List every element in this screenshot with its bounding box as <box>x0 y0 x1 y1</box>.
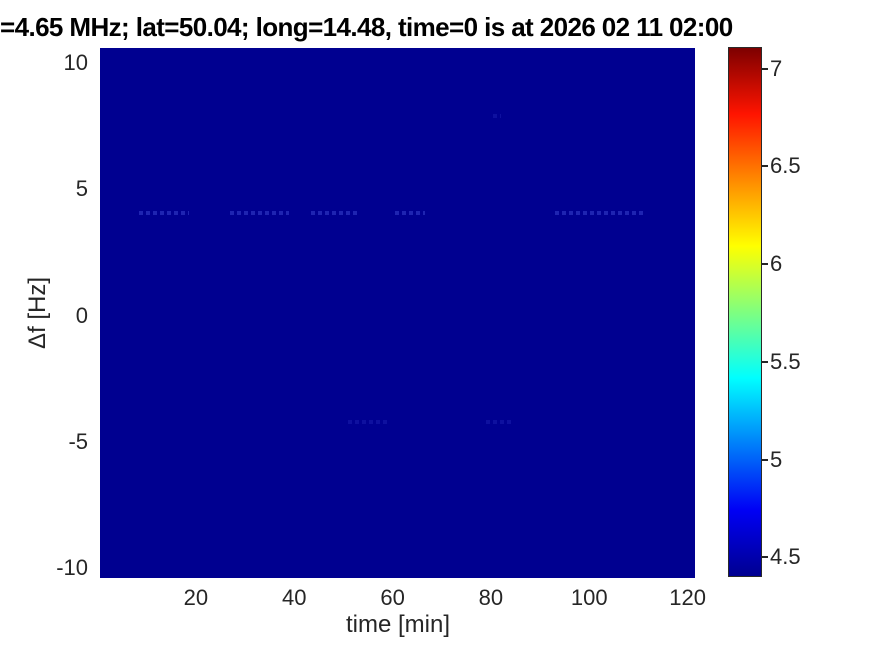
heatmap-feature-streak <box>493 114 501 119</box>
x-tick-label: 100 <box>570 585 608 610</box>
x-tick-label: 80 <box>478 585 504 610</box>
heatmap-feature-streak <box>554 211 646 216</box>
x-tick-label: 60 <box>380 585 405 610</box>
heatmap-feature-streak <box>486 419 511 424</box>
colorbar-gradient <box>728 47 762 577</box>
heatmap-plot-area <box>100 48 695 578</box>
colorbar-tickmark <box>762 360 768 363</box>
heatmap-feature-streak <box>348 419 388 424</box>
x-axis-label: time [min] <box>345 611 451 638</box>
colorbar-tick-label: 4.5 <box>770 544 801 570</box>
colorbar-tick-label: 5.5 <box>770 348 801 374</box>
plot-title: =4.65 MHz; lat=50.04; long=14.48, time=0… <box>0 12 733 42</box>
colorbar-tick-label: 5 <box>770 446 783 472</box>
y-tick-label: 10 <box>63 50 88 76</box>
x-tick-label: 40 <box>281 585 307 610</box>
heatmap-feature-streak <box>139 211 189 216</box>
y-tick-label: 0 <box>75 302 88 328</box>
colorbar-tickmark <box>762 556 768 559</box>
colorbar-tickmark <box>762 67 768 70</box>
colorbar-tick-label: 7 <box>770 55 783 81</box>
colorbar-tick-label: 6 <box>770 251 783 277</box>
colorbar-tick-label: 6.5 <box>770 153 801 179</box>
colorbar-tickmark <box>762 458 768 461</box>
y-tick-label: -10 <box>56 554 88 580</box>
colorbar-tickmark <box>762 263 768 266</box>
heatmap-feature-streak <box>395 211 425 216</box>
heatmap-feature-streak <box>230 211 290 216</box>
colorbar-tickmark <box>762 165 768 168</box>
y-tick-label: -5 <box>68 428 88 454</box>
x-tick-label: 20 <box>183 585 209 610</box>
heatmap-feature-streak <box>311 211 359 216</box>
y-tick-label: 5 <box>75 176 88 202</box>
x-tick-label: 120 <box>669 585 706 610</box>
